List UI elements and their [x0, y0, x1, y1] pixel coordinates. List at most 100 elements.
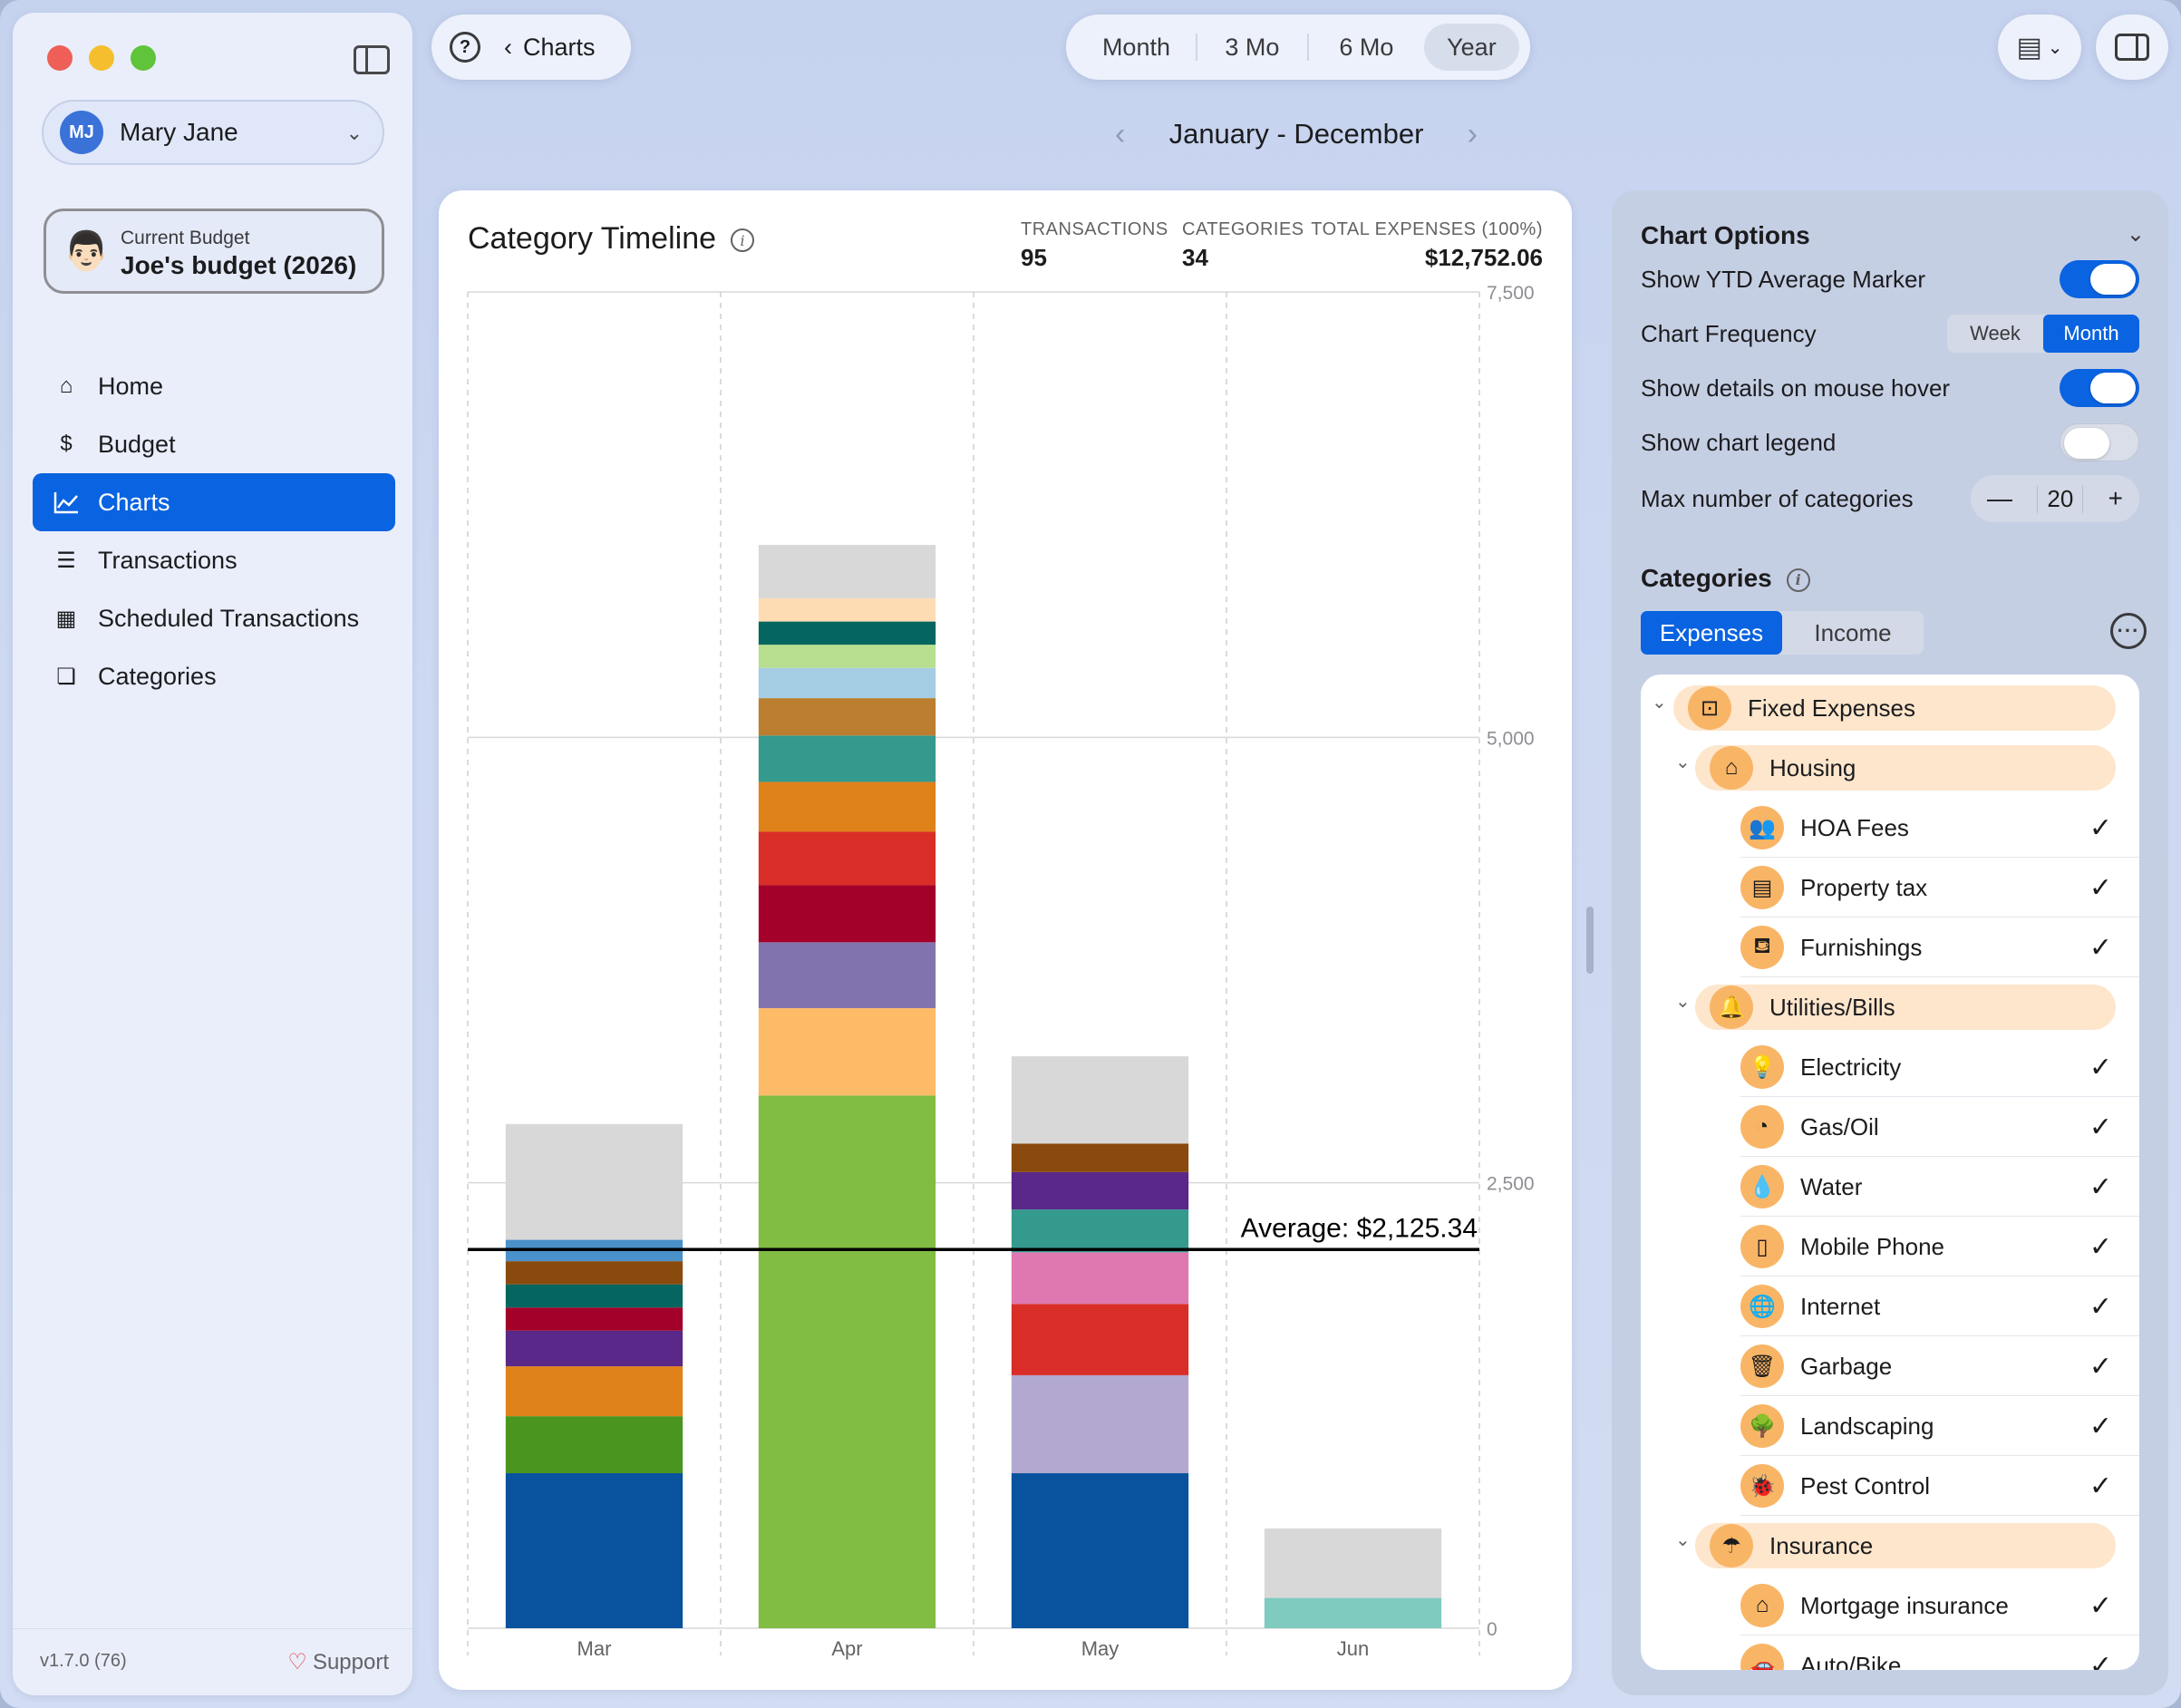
frequency-option-month[interactable]: Month — [2043, 315, 2139, 353]
bar-segment-may-3[interactable] — [1011, 1252, 1189, 1305]
more-options-icon[interactable]: ··· — [2110, 613, 2147, 649]
bar-segment-may-2[interactable] — [1011, 1304, 1189, 1375]
bar-segment-apr-4[interactable] — [758, 831, 936, 886]
bar-segment-may-0[interactable] — [1011, 1473, 1189, 1628]
bar-segment-jun-0[interactable] — [1264, 1597, 1442, 1628]
category-group-row[interactable]: ☂ Insurance — [1710, 1516, 2139, 1576]
close-window-button[interactable] — [47, 45, 73, 71]
checkmark-icon[interactable]: ✓ — [2089, 1470, 2112, 1501]
checkmark-icon[interactable]: ✓ — [2089, 812, 2112, 843]
sidebar-item-categories[interactable]: ❏ Categories — [33, 647, 395, 705]
category-row[interactable]: ⛾ Furnishings ✓ — [1740, 917, 2139, 977]
sidebar-toggle-icon[interactable] — [354, 45, 390, 74]
support-link[interactable]: ♡ Support — [287, 1649, 389, 1675]
bar-segment-apr-8[interactable] — [758, 667, 936, 699]
checkmark-icon[interactable]: ✓ — [2089, 932, 2112, 963]
inspector-toggle-button[interactable] — [2096, 15, 2168, 80]
bar-segment-may-4[interactable] — [1011, 1209, 1189, 1253]
bar-segment-apr-6[interactable] — [758, 735, 936, 782]
category-row[interactable]: 🗑 Garbage ✓ — [1740, 1336, 2139, 1396]
panel-splitter-handle[interactable] — [1586, 907, 1594, 974]
bar-segment-may-1[interactable] — [1011, 1374, 1189, 1474]
chevron-down-icon[interactable]: ⌄ — [1652, 693, 1667, 713]
category-row[interactable]: ⌂ Mortgage insurance ✓ — [1740, 1576, 2139, 1635]
bar-segment-mar-3[interactable] — [505, 1330, 683, 1367]
category-group-row[interactable]: ⌂ Housing — [1710, 738, 2139, 798]
chevron-down-icon[interactable]: ⌄ — [1675, 752, 1691, 772]
bar-segment-apr-10[interactable] — [758, 621, 936, 645]
bar-segment-apr-11[interactable] — [758, 598, 936, 622]
info-icon[interactable]: i — [731, 228, 755, 253]
period-tab-year[interactable]: Year — [1423, 24, 1519, 71]
bar-segment-may-6[interactable] — [1011, 1143, 1189, 1172]
category-row[interactable]: ▤ Property tax ✓ — [1740, 858, 2139, 917]
category-row[interactable]: ◔ Gas/Oil ✓ — [1740, 1097, 2139, 1157]
category-row[interactable]: 🌳 Landscaping ✓ — [1740, 1396, 2139, 1456]
current-budget-button[interactable]: 👨🏻 Current Budget Joe's budget (2026) — [44, 209, 384, 294]
bar-segment-may-7[interactable] — [1011, 1056, 1189, 1144]
bar-segment-apr-3[interactable] — [758, 885, 936, 943]
category-row[interactable]: 🌐 Internet ✓ — [1740, 1276, 2139, 1336]
category-row[interactable]: ▯ Mobile Phone ✓ — [1740, 1217, 2139, 1276]
bar-segment-apr-2[interactable] — [758, 942, 936, 1009]
checkmark-icon[interactable]: ✓ — [2089, 1351, 2112, 1382]
bar-segment-mar-5[interactable] — [505, 1284, 683, 1308]
sidebar-item-scheduled-transactions[interactable]: ▦ Scheduled Transactions — [33, 589, 395, 647]
category-group-row[interactable]: ⊡ Fixed Expenses — [1688, 678, 2139, 738]
checkmark-icon[interactable]: ✓ — [2089, 1411, 2112, 1441]
help-icon[interactable]: ? — [450, 32, 480, 63]
tab-income[interactable]: Income — [1814, 618, 1892, 646]
bar-segment-jun-1[interactable] — [1264, 1528, 1442, 1598]
bar-segment-apr-12[interactable] — [758, 545, 936, 599]
bar-segment-apr-7[interactable] — [758, 698, 936, 736]
sidebar-item-budget[interactable]: $ Budget — [33, 415, 395, 473]
hover-details-toggle[interactable] — [2060, 369, 2139, 407]
previous-period-button[interactable]: ‹ — [1115, 116, 1126, 151]
stepper-value[interactable]: 20 — [2037, 484, 2084, 513]
checkmark-icon[interactable]: ✓ — [2089, 1650, 2112, 1671]
user-selector[interactable]: MJ Mary Jane ⌄ — [42, 100, 384, 165]
period-tab-month[interactable]: Month — [1101, 33, 1170, 61]
decrement-button[interactable]: — — [1987, 484, 2012, 512]
category-row[interactable]: 💡 Electricity ✓ — [1740, 1037, 2139, 1097]
bar-segment-may-5[interactable] — [1011, 1171, 1189, 1210]
sidebar-item-home[interactable]: ⌂ Home — [33, 357, 395, 415]
period-tab-6-mo[interactable]: 6 Mo — [1339, 33, 1394, 61]
checkmark-icon[interactable]: ✓ — [2089, 1291, 2112, 1322]
legend-toggle[interactable] — [2060, 423, 2139, 461]
bar-segment-apr-5[interactable] — [758, 781, 936, 832]
period-tab-3-mo[interactable]: 3 Mo — [1225, 33, 1280, 61]
bar-segment-mar-8[interactable] — [505, 1123, 683, 1240]
bar-segment-apr-9[interactable] — [758, 645, 936, 668]
category-row[interactable]: 💧 Water ✓ — [1740, 1157, 2139, 1217]
bar-segment-apr-1[interactable] — [758, 1008, 936, 1096]
bar-segment-apr-0[interactable] — [758, 1095, 936, 1628]
category-group-row[interactable]: 🔔 Utilities/Bills — [1710, 977, 2139, 1037]
category-row[interactable]: 🚗 Auto/Bike ✓ — [1740, 1635, 2139, 1670]
chevron-down-icon[interactable]: ⌄ — [1675, 1530, 1691, 1550]
category-row[interactable]: 🐞 Pest Control ✓ — [1740, 1456, 2139, 1516]
sidebar-item-transactions[interactable]: ☰ Transactions — [33, 531, 395, 589]
checkmark-icon[interactable]: ✓ — [2089, 1052, 2112, 1082]
zoom-window-button[interactable] — [131, 45, 156, 71]
sidebar-item-charts[interactable]: Charts — [33, 473, 395, 531]
bar-segment-mar-4[interactable] — [505, 1307, 683, 1331]
checkmark-icon[interactable]: ✓ — [2089, 1171, 2112, 1202]
chevron-down-icon[interactable]: ⌄ — [1675, 992, 1691, 1012]
checkmark-icon[interactable]: ✓ — [2089, 1111, 2112, 1142]
frequency-option-week[interactable]: Week — [1970, 322, 2021, 345]
category-row[interactable]: 👥 HOA Fees ✓ — [1740, 798, 2139, 858]
info-icon[interactable]: i — [1786, 568, 1810, 592]
increment-button[interactable]: + — [2108, 484, 2123, 512]
next-period-button[interactable]: › — [1467, 116, 1478, 151]
checkmark-icon[interactable]: ✓ — [2089, 872, 2112, 903]
category-timeline-chart[interactable]: 0 2,500 5,000 7,500 Mar Apr May Jun Average: $2,… — [439, 190, 1572, 1690]
bar-segment-mar-1[interactable] — [505, 1416, 683, 1474]
bar-segment-mar-2[interactable] — [505, 1366, 683, 1417]
bar-segment-mar-0[interactable] — [505, 1473, 683, 1628]
chevron-down-icon[interactable]: ⌄ — [2126, 222, 2145, 247]
minimize-window-button[interactable] — [89, 45, 114, 71]
checkmark-icon[interactable]: ✓ — [2089, 1231, 2112, 1262]
ytd-marker-toggle[interactable] — [2060, 260, 2139, 298]
checkmark-icon[interactable]: ✓ — [2089, 1590, 2112, 1621]
